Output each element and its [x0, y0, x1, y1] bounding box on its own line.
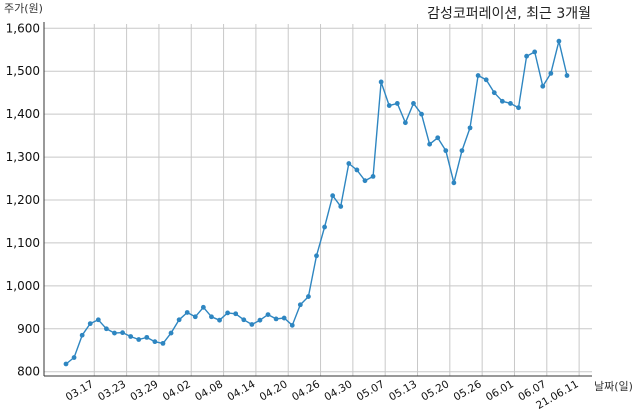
y-tick-label: 1,100 [6, 236, 40, 250]
data-point [491, 90, 497, 96]
data-point [95, 317, 101, 323]
y-tick-label: 800 [17, 365, 40, 379]
data-point [483, 77, 489, 83]
data-point [564, 73, 570, 78]
data-point [297, 302, 303, 308]
data-point [144, 334, 150, 340]
data-point [394, 101, 400, 106]
data-point [79, 332, 85, 338]
data-point [524, 53, 529, 59]
price-line [65, 40, 568, 365]
data-point [233, 311, 239, 317]
data-point [104, 326, 109, 332]
x-tick-label: 04.02 [161, 378, 193, 403]
data-point [289, 322, 295, 328]
data-point [322, 224, 327, 230]
data-point [556, 38, 562, 44]
data-point [516, 105, 521, 111]
data-point [451, 180, 457, 186]
x-tick-label: 05.26 [452, 378, 484, 404]
x-tick-label: 05.07 [355, 378, 387, 403]
y-tick-labels: 800 900 1,000 1,100 1,200 1,300 1,400 1,500 1,60… [6, 21, 40, 378]
y-tick-label: 1,500 [6, 64, 40, 78]
price-series [63, 38, 570, 367]
data-point [273, 316, 279, 322]
data-point [120, 330, 125, 336]
data-point [419, 111, 424, 117]
data-point [314, 253, 319, 259]
data-point [370, 173, 376, 179]
data-point [200, 304, 206, 310]
x-tick-label: 05.20 [419, 378, 451, 403]
x-tick-label: 03.29 [128, 378, 160, 403]
data-point [467, 125, 473, 131]
data-point [354, 167, 360, 173]
x-axis-label: 날짜(일) [594, 379, 633, 393]
x-tick-label: 03.23 [96, 378, 128, 403]
data-point [112, 330, 117, 336]
x-tick-labels: 03.17 03.23 03.29 04.02 04.08 04.14 04.20 04.26… [64, 378, 581, 412]
data-point [71, 355, 77, 360]
data-point [168, 330, 174, 336]
data-point [176, 317, 182, 323]
x-tick-label: 04.30 [322, 378, 354, 403]
data-point [443, 148, 449, 154]
data-point [427, 141, 433, 147]
data-point [249, 322, 255, 327]
data-point [499, 98, 505, 104]
data-point [225, 310, 231, 316]
y-axis-label: 주가(원) [4, 2, 43, 15]
y-tick-label: 900 [17, 322, 40, 336]
x-tick-label: 04.26 [290, 378, 322, 404]
y-tick-label: 1,300 [6, 150, 40, 164]
data-point [330, 193, 336, 199]
data-point [257, 317, 263, 323]
data-point [160, 340, 166, 346]
data-point [152, 339, 158, 345]
x-tick-label: 06.01 [484, 378, 516, 403]
data-point [281, 315, 287, 321]
data-point [386, 103, 392, 108]
y-tick-label: 1,000 [6, 279, 40, 293]
y-tick-label: 1,200 [6, 193, 40, 207]
data-point [362, 178, 368, 184]
data-point [184, 310, 190, 315]
data-point [411, 101, 416, 106]
data-point [402, 120, 408, 126]
x-tick-label: 03.17 [64, 378, 96, 403]
data-point [435, 135, 441, 141]
data-point [508, 101, 513, 106]
data-point [136, 337, 142, 342]
data-point [192, 314, 198, 320]
data-point [217, 317, 222, 323]
data-point [265, 312, 271, 318]
data-point [306, 294, 311, 299]
chart-axes [43, 22, 592, 377]
x-tick-label: 04.20 [258, 378, 290, 403]
data-point [459, 148, 465, 154]
data-point [532, 49, 538, 55]
x-tick-label: 05.13 [387, 378, 419, 403]
y-tick-label: 1,600 [6, 21, 40, 35]
data-point [209, 314, 214, 320]
chart-title: 감성코퍼레이션, 최근 3개월 [427, 6, 591, 22]
y-tick-label: 1,400 [6, 107, 40, 121]
data-point [540, 83, 546, 89]
data-point [241, 317, 247, 323]
data-point [475, 73, 481, 78]
data-point [378, 79, 384, 85]
data-point [346, 161, 352, 166]
data-point [63, 361, 69, 367]
data-point [548, 70, 554, 76]
data-point [128, 334, 134, 339]
chart-grid [44, 24, 592, 376]
x-tick-label: 04.14 [225, 378, 257, 404]
data-point [87, 321, 93, 327]
data-point [338, 204, 344, 209]
x-tick-label: 04.08 [193, 378, 225, 403]
